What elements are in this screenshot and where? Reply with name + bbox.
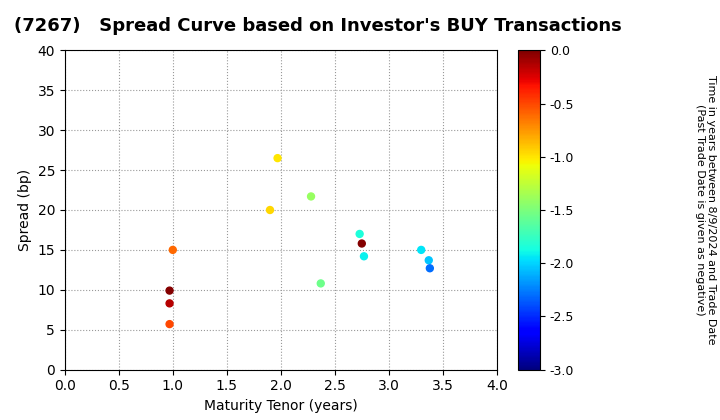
Point: [423, 257, 435, 264]
Y-axis label: Spread (bp): Spread (bp): [18, 169, 32, 251]
Point: [315, 280, 327, 287]
Point: [424, 265, 436, 272]
Text: Time in years between 8/9/2024 and Trade Date
(Past Trade Date is given as negat: Time in years between 8/9/2024 and Trade…: [695, 75, 716, 345]
Point: [163, 321, 175, 328]
Point: [163, 287, 175, 294]
Point: [356, 240, 367, 247]
Point: [163, 300, 175, 307]
Point: [167, 247, 179, 253]
Point: [358, 253, 370, 260]
Point: [415, 247, 427, 253]
Point: [271, 155, 283, 161]
Text: (7267)   Spread Curve based on Investor's BUY Transactions: (7267) Spread Curve based on Investor's …: [14, 17, 622, 35]
Point: [305, 193, 317, 200]
X-axis label: Maturity Tenor (years): Maturity Tenor (years): [204, 399, 358, 413]
Point: [354, 231, 365, 237]
Point: [264, 207, 276, 213]
